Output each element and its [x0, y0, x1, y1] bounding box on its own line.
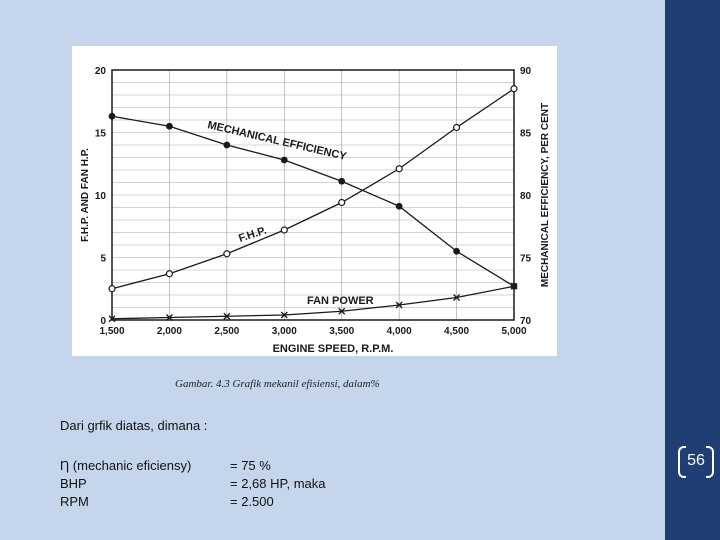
var-label: RPM: [60, 494, 89, 509]
series-label-fan-power: FAN POWER: [307, 295, 374, 307]
var-label: Ƞ (mechanic eficiensy): [60, 458, 192, 473]
fhp-point: [280, 226, 288, 234]
series-line: [111, 115, 515, 287]
fhp-point: [395, 165, 403, 173]
y2-tick-label: 75: [520, 254, 532, 265]
page-number: 56: [678, 446, 714, 478]
fan-power-point: [395, 301, 403, 309]
y2-tick-label: 80: [520, 191, 532, 202]
series-line: [111, 88, 515, 290]
intro-text: Dari grfik diatas, dimana :: [60, 418, 208, 433]
fan-power-point: [453, 294, 461, 301]
x-axis-label: ENGINE SPEED, R.P.M.: [273, 343, 394, 355]
fan-power-point: [280, 311, 288, 319]
slide-date: 4/18/2012: [683, 146, 695, 195]
var-label: BHP: [60, 476, 87, 491]
efficiency-chart: 1,500 2,000 2,500 3,000 3,500 4,000 4,500 5,000…: [80, 66, 551, 355]
chart-figure: 1,500 2,000 2,500 3,000 3,500 4,000 4,500 5,000…: [72, 46, 557, 356]
plot-frame: [111, 69, 515, 321]
fan-power-point: [108, 315, 116, 323]
x-tick-label: 3,500: [329, 326, 354, 337]
fan-power-point: [165, 314, 173, 321]
fan-power-point: [223, 312, 231, 320]
x-tick-label: 3,000: [272, 326, 297, 337]
y-tick-label: 15: [95, 129, 107, 140]
efficiency-point: [510, 282, 518, 290]
var-value: = 75 %: [230, 458, 271, 473]
efficiency-point: [280, 156, 288, 164]
figure-caption: Gambar. 4.3 Grafik mekanil efisiensi, da…: [175, 378, 380, 390]
fhp-point: [165, 270, 174, 278]
y-tick-label: 10: [95, 191, 107, 202]
series-line: [111, 285, 515, 320]
y2-tick-label: 70: [520, 316, 532, 327]
fhp-point: [108, 285, 116, 293]
efficiency-point: [453, 247, 460, 255]
fhp-point: [452, 123, 461, 132]
x-tick-label: 2,500: [214, 326, 239, 337]
y-tick-label: 5: [100, 254, 106, 265]
org-line-2: ENGINEERING, M. ARIEFF L: [690, 255, 702, 402]
x-tick-label: 2,000: [157, 326, 182, 337]
fhp-point: [510, 85, 518, 93]
var-value: = 2,68 HP, maka: [230, 476, 326, 491]
x-tick-label: 4,500: [444, 326, 469, 337]
y2-tick-label: 85: [520, 129, 532, 140]
x-tick-label: 5,000: [501, 326, 526, 337]
y-tick-label: 20: [95, 66, 107, 77]
efficiency-point: [166, 122, 173, 130]
fan-power-point: [338, 307, 346, 315]
series-label-efficiency: MECHANICAL EFFICIENCY: [206, 119, 348, 163]
y2-tick-label: 90: [520, 66, 532, 77]
efficiency-point: [395, 202, 403, 210]
x-tick-label: 1,500: [99, 326, 124, 337]
var-value: = 2.500: [230, 494, 274, 509]
org-line-1: ETAPRIMA SAFETY: [675, 249, 687, 350]
fhp-point: [223, 250, 231, 258]
x-tick-label: 4,000: [387, 326, 412, 337]
fhp-point: [338, 198, 346, 207]
efficiency-point: [108, 112, 116, 120]
y2-axis-label: MECHANICAL EFFICIENCY, PER CENT: [540, 103, 551, 287]
efficiency-point: [338, 177, 346, 185]
series-label-fhp: F.H.P.: [237, 225, 268, 245]
y-axis-label: F.H.P. AND FAN H.P.: [80, 148, 91, 242]
y-tick-label: 0: [100, 316, 106, 327]
efficiency-point: [223, 141, 231, 149]
